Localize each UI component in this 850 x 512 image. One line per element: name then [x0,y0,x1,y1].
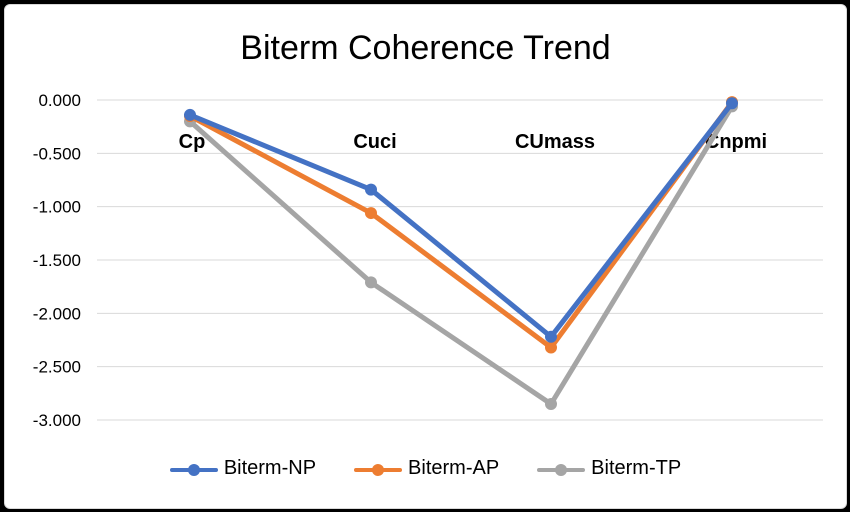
category-label: CUmass [515,131,595,153]
y-tick-label: -2.500 [33,358,81,377]
category-label: Cp [179,131,206,153]
data-point [365,207,377,220]
data-point [365,276,377,289]
chart-legend: Biterm-NP Biterm-AP Biterm-TP [5,457,846,480]
y-tick-label: 0.000 [38,91,81,110]
y-tick-label: -1.500 [33,251,81,270]
data-point [726,97,738,110]
series-line [187,100,735,340]
legend-item-tp: Biterm-TP [537,457,681,480]
series-line [187,99,735,350]
chart-frame: Biterm Coherence Trend 0.000 -0.500 -1.000… [4,4,847,509]
series-line [187,103,735,407]
legend-swatch-np [169,461,218,477]
y-tick-label: -2.000 [33,304,81,323]
data-point [365,183,377,196]
chart-title: Biterm Coherence Trend [240,29,611,67]
legend-label-tp: Biterm-TP [591,457,682,479]
data-point [545,330,557,343]
legend-item-ap: Biterm-AP [354,457,499,480]
data-point [545,398,557,410]
y-tick-label: -3.000 [33,411,81,430]
legend-label-ap: Biterm-AP [408,457,500,479]
legend-swatch-ap [354,461,403,477]
category-label: Cnpmi [705,131,767,153]
legend-swatch-tp [537,461,586,477]
legend-label-np: Biterm-NP [223,457,317,479]
legend-item-np: Biterm-NP [169,457,317,480]
category-label: Cuci [353,131,396,153]
data-point [545,341,557,354]
y-tick-label: -0.500 [33,144,81,163]
y-tick-label: -1.000 [33,198,81,217]
data-point [184,108,196,121]
line-chart: 0.000 -0.500 -1.000 -1.500 -2.000 -2.500 -3.00… [33,91,823,430]
